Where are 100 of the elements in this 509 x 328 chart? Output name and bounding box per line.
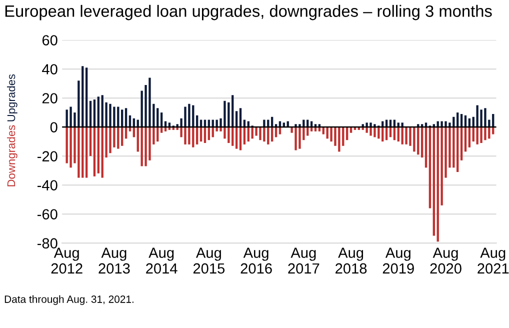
bar (476, 127, 478, 144)
y-tick-label: -60 (38, 209, 58, 220)
bar (452, 127, 455, 168)
bar (432, 127, 435, 236)
bar (89, 127, 92, 156)
bar (196, 127, 198, 144)
bar (366, 122, 368, 128)
bar (259, 127, 262, 140)
bar (488, 127, 490, 139)
bar (82, 127, 84, 178)
bar (66, 127, 68, 164)
x-tick-label: Aug 2020 (430, 248, 462, 274)
bar (232, 95, 234, 128)
bar (89, 100, 92, 128)
bar (484, 108, 486, 128)
bar (484, 127, 486, 140)
bar (156, 108, 159, 128)
bar (70, 127, 72, 168)
bar (109, 104, 112, 128)
bar (436, 127, 439, 242)
bar (239, 108, 242, 128)
bar (97, 96, 100, 128)
x-tick-label: Aug 2019 (382, 248, 414, 274)
x-tick-label: Aug 2017 (288, 248, 320, 274)
bar (401, 127, 404, 144)
chart-title: European leveraged loan upgrades, downgrades – rolling 3 months (5, 4, 492, 20)
bar (121, 127, 124, 146)
y-tick-label: 20 (42, 93, 58, 104)
bar (188, 104, 190, 128)
bar (70, 106, 72, 128)
bar (239, 127, 242, 150)
y-tick-label: 60 (42, 35, 58, 46)
bar (420, 127, 424, 158)
bar (370, 127, 372, 136)
bar (124, 108, 128, 128)
bar (480, 110, 482, 128)
y-tick-label: -20 (38, 151, 58, 162)
bar (93, 99, 96, 128)
bar (121, 110, 124, 128)
bar (117, 106, 120, 128)
bar (405, 127, 408, 144)
y-tick-label: -40 (38, 180, 58, 190)
bar (113, 106, 116, 128)
bar (184, 127, 186, 144)
x-tick-label: Aug 2016 (240, 248, 272, 274)
bar (255, 127, 258, 136)
text: Upgrades (6, 74, 18, 122)
bar (338, 127, 340, 152)
bar (97, 127, 100, 174)
bar (460, 127, 463, 160)
bar (235, 127, 238, 149)
bar (109, 127, 112, 154)
bar (366, 127, 368, 133)
x-tick-label: Aug 2021 (478, 248, 509, 274)
x-tick-label: Aug 2018 (336, 248, 367, 274)
bar (263, 120, 266, 128)
bar (424, 127, 428, 168)
y-tick-label: 0 (50, 122, 58, 132)
bar (101, 95, 104, 128)
bar (117, 127, 120, 149)
bar (85, 68, 88, 128)
bar (140, 127, 143, 166)
bar (216, 120, 218, 128)
y-tick-label: -80 (38, 238, 58, 248)
bar (263, 127, 266, 142)
bar (101, 127, 104, 178)
bar (294, 124, 297, 128)
bar (82, 66, 84, 128)
bar (294, 127, 297, 150)
bar (267, 127, 270, 144)
bar (480, 127, 482, 143)
bar (184, 106, 186, 128)
bar (374, 127, 376, 138)
bar (228, 102, 230, 128)
bar (444, 121, 447, 128)
bar (428, 127, 432, 208)
bar (192, 127, 194, 148)
bar (224, 100, 226, 128)
bar (370, 122, 372, 128)
bar (188, 127, 190, 144)
x-tick-label: Aug 2013 (98, 248, 130, 274)
bar (401, 122, 404, 128)
bar (78, 127, 80, 178)
bar (464, 127, 467, 152)
text: Downgrades (6, 125, 18, 186)
text: Data through Aug. 31, 2021. (4, 295, 134, 305)
bar (85, 127, 88, 178)
x-tick-label: Aug 2012 (51, 248, 82, 274)
bar (93, 127, 96, 176)
bar (298, 124, 301, 128)
bar (413, 127, 416, 152)
x-tick-label: Aug 2015 (193, 248, 225, 274)
bar (224, 127, 226, 139)
bar (148, 78, 151, 128)
bar (374, 124, 376, 128)
bar (243, 127, 246, 144)
bar (298, 127, 301, 149)
bar (330, 127, 332, 142)
bar (456, 127, 459, 172)
bar (468, 127, 471, 148)
